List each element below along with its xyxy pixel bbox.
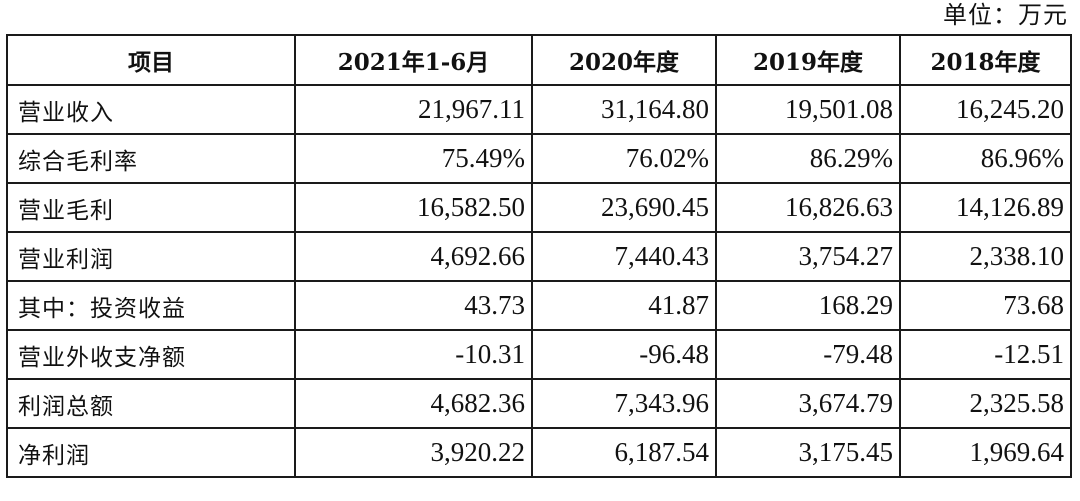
cell-value: 75.49% xyxy=(294,133,533,184)
cell-value: 76.02% xyxy=(531,133,717,184)
cell-value: 16,582.50 xyxy=(294,182,533,233)
cell-value: 2,325.58 xyxy=(899,378,1072,429)
row-label: 营业利润 xyxy=(6,231,296,282)
table-row: 净利润 3,920.22 6,187.54 3,175.45 1,969.64 xyxy=(6,427,1072,478)
cell-value: 1,969.64 xyxy=(899,427,1072,478)
cell-value: 6,187.54 xyxy=(531,427,717,478)
row-label: 利润总额 xyxy=(6,378,296,429)
row-label: 营业收入 xyxy=(6,84,296,135)
table-row: 营业收入 21,967.11 31,164.80 19,501.08 16,24… xyxy=(6,84,1072,135)
cell-value: 21,967.11 xyxy=(294,84,533,135)
header-2018: 2018年度 xyxy=(899,34,1072,86)
cell-value: 86.29% xyxy=(715,133,901,184)
table-row: 营业毛利 16,582.50 23,690.45 16,826.63 14,12… xyxy=(6,182,1072,233)
cell-value: 41.87 xyxy=(531,280,717,331)
cell-value: 2,338.10 xyxy=(899,231,1072,282)
cell-value: -10.31 xyxy=(294,329,533,380)
table-row: 综合毛利率 75.49% 76.02% 86.29% 86.96% xyxy=(6,133,1072,184)
row-label: 净利润 xyxy=(6,427,296,478)
row-label: 营业外收支净额 xyxy=(6,329,296,380)
header-2021h1: 2021年1-6月 xyxy=(294,34,533,86)
row-label: 营业毛利 xyxy=(6,182,296,233)
row-label: 其中：投资收益 xyxy=(6,280,296,331)
financial-table: 项目 2021年1-6月 2020年度 2019年度 2018年度 营业收入 2… xyxy=(6,34,1072,478)
cell-value: 4,692.66 xyxy=(294,231,533,282)
cell-value: 86.96% xyxy=(899,133,1072,184)
table-row: 利润总额 4,682.36 7,343.96 3,674.79 2,325.58 xyxy=(6,378,1072,429)
cell-value: 16,826.63 xyxy=(715,182,901,233)
cell-value: -79.48 xyxy=(715,329,901,380)
cell-value: 19,501.08 xyxy=(715,84,901,135)
cell-value: -96.48 xyxy=(531,329,717,380)
cell-value: 168.29 xyxy=(715,280,901,331)
header-2020: 2020年度 xyxy=(531,34,717,86)
header-row: 项目 2021年1-6月 2020年度 2019年度 2018年度 xyxy=(6,34,1072,86)
header-item: 项目 xyxy=(6,34,296,86)
table-row: 其中：投资收益 43.73 41.87 168.29 73.68 xyxy=(6,280,1072,331)
cell-value: 7,343.96 xyxy=(531,378,717,429)
cell-value: 14,126.89 xyxy=(899,182,1072,233)
cell-value: 3,674.79 xyxy=(715,378,901,429)
cell-value: 73.68 xyxy=(899,280,1072,331)
cell-value: 3,175.45 xyxy=(715,427,901,478)
unit-label: 单位：万元 xyxy=(943,1,1068,29)
cell-value: 3,920.22 xyxy=(294,427,533,478)
cell-value: 4,682.36 xyxy=(294,378,533,429)
table-row: 营业利润 4,692.66 7,440.43 3,754.27 2,338.10 xyxy=(6,231,1072,282)
table-body: 营业收入 21,967.11 31,164.80 19,501.08 16,24… xyxy=(6,84,1072,478)
table-header: 项目 2021年1-6月 2020年度 2019年度 2018年度 xyxy=(6,34,1072,86)
cell-value: -12.51 xyxy=(899,329,1072,380)
cell-value: 3,754.27 xyxy=(715,231,901,282)
cell-value: 7,440.43 xyxy=(531,231,717,282)
header-2019: 2019年度 xyxy=(715,34,901,86)
cell-value: 16,245.20 xyxy=(899,84,1072,135)
cell-value: 23,690.45 xyxy=(531,182,717,233)
cell-value: 43.73 xyxy=(294,280,533,331)
table-row: 营业外收支净额 -10.31 -96.48 -79.48 -12.51 xyxy=(6,329,1072,380)
cell-value: 31,164.80 xyxy=(531,84,717,135)
row-label: 综合毛利率 xyxy=(6,133,296,184)
